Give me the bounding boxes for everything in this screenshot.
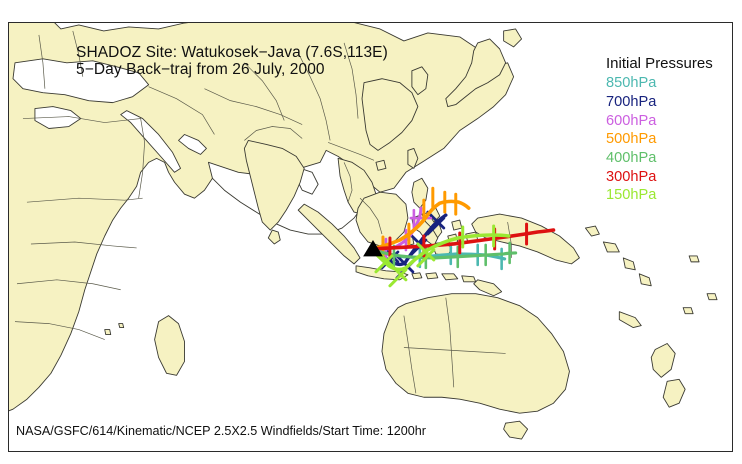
legend-item-400hpa: 400hPa [606,149,657,166]
world-map [9,23,718,440]
map-frame [8,22,733,452]
title-line-1: SHADOZ Site: Watukosek−Java (7.6S,113E) [76,44,388,61]
title-line-2: 5−Day Back−traj from 26 July, 2000 [76,61,325,79]
site-marker-triangle [363,240,383,257]
legend-title: Initial Pressures [606,55,713,72]
figure-title: SHADOZ Site: Watukosek−Java (7.6S,113E) … [76,44,388,79]
legend-item-600hpa: 600hPa [606,112,657,129]
legend-item-150hpa: 150hPa [606,187,657,204]
legend-item-850hpa: 850hPa [606,75,657,92]
legend-item-500hpa: 500hPa [606,131,657,148]
figure-caption: NASA/GSFC/614/Kinematic/NCEP 2.5X2.5 Win… [16,424,426,438]
legend-item-300hpa: 300hPa [606,168,657,185]
legend-item-700hpa: 700hPa [606,93,657,110]
land-masses [9,23,718,440]
legend: Initial Pressures 850hPa 700hPa 600hPa 5… [606,54,713,205]
